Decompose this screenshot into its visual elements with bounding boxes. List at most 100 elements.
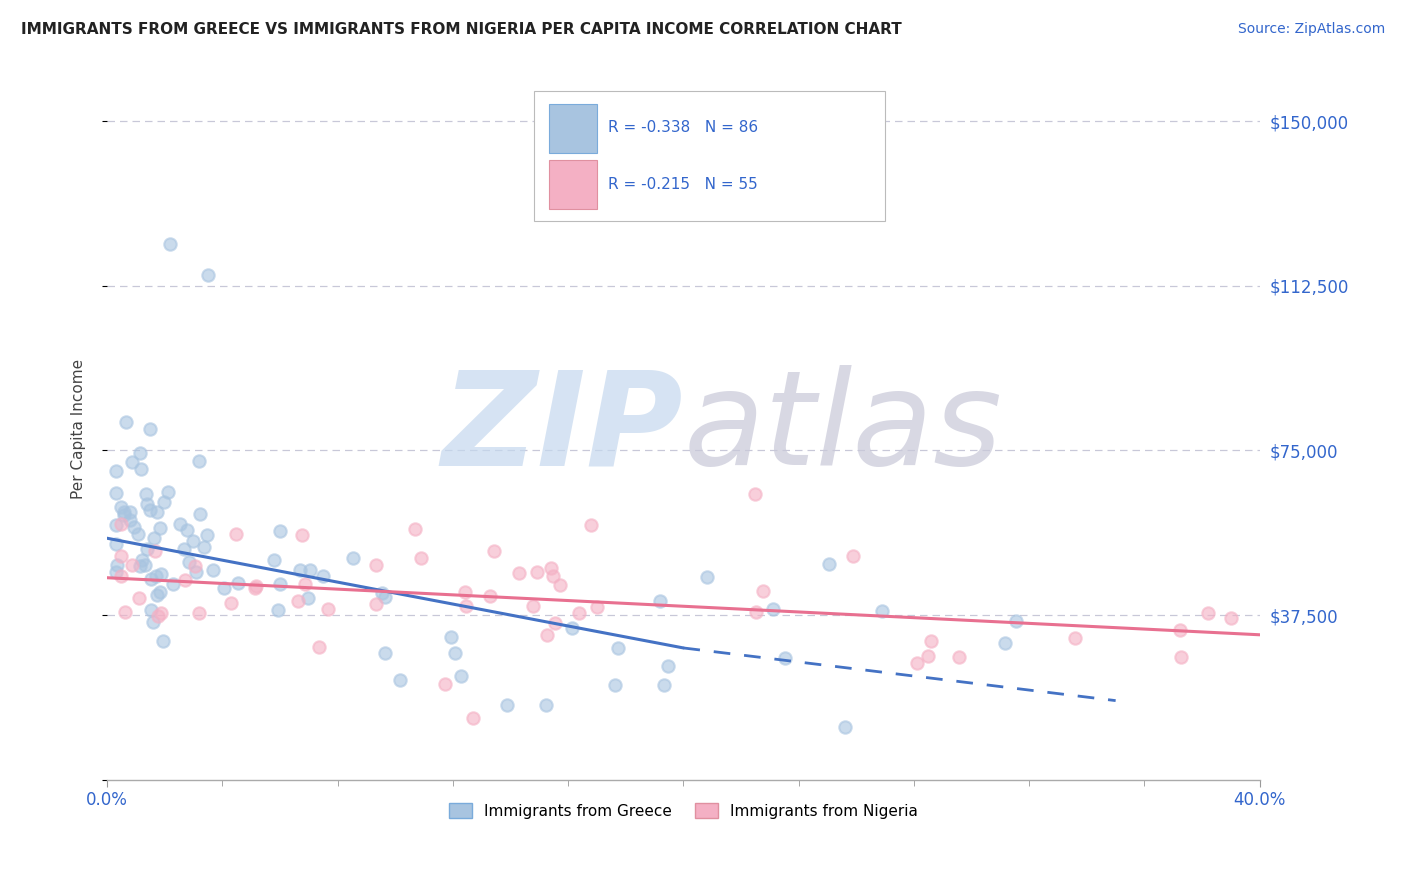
- Point: [454, 599, 477, 613]
- Text: Source: ZipAtlas.com: Source: ZipAtlas.com: [1237, 22, 1385, 37]
- FancyBboxPatch shape: [548, 104, 598, 153]
- Point: [342, 551, 364, 566]
- Point: [834, 720, 856, 734]
- Point: [404, 522, 426, 536]
- Point: [508, 566, 530, 580]
- Point: [444, 646, 467, 660]
- Point: [762, 601, 785, 615]
- Point: [745, 605, 768, 619]
- Point: [409, 551, 432, 566]
- Point: [1170, 623, 1192, 637]
- Point: [371, 585, 394, 599]
- Point: [136, 497, 159, 511]
- Point: [226, 576, 249, 591]
- Point: [115, 415, 138, 429]
- Point: [603, 678, 626, 692]
- Point: [219, 596, 242, 610]
- Point: [120, 505, 142, 519]
- Point: [197, 268, 219, 282]
- Point: [177, 555, 200, 569]
- Point: [905, 656, 928, 670]
- FancyBboxPatch shape: [533, 92, 886, 221]
- Point: [187, 454, 209, 468]
- FancyBboxPatch shape: [548, 161, 598, 209]
- Point: [870, 604, 893, 618]
- Point: [496, 698, 519, 713]
- Point: [174, 573, 197, 587]
- Point: [1170, 649, 1192, 664]
- Point: [1197, 606, 1219, 620]
- Point: [146, 608, 169, 623]
- Point: [104, 536, 127, 550]
- Point: [586, 600, 609, 615]
- Point: [110, 500, 132, 514]
- Point: [543, 615, 565, 630]
- Point: [146, 588, 169, 602]
- Y-axis label: Per Capita Income: Per Capita Income: [72, 359, 86, 499]
- Point: [157, 485, 180, 500]
- Point: [842, 549, 865, 563]
- Point: [1219, 611, 1241, 625]
- Point: [104, 464, 127, 478]
- Point: [568, 606, 591, 620]
- Point: [129, 559, 152, 574]
- Text: atlas: atlas: [683, 365, 1002, 492]
- Point: [193, 540, 215, 554]
- Point: [162, 577, 184, 591]
- Point: [1064, 632, 1087, 646]
- Point: [139, 421, 162, 435]
- Point: [482, 544, 505, 558]
- Point: [149, 521, 172, 535]
- Point: [146, 505, 169, 519]
- Point: [388, 673, 411, 687]
- Point: [536, 628, 558, 642]
- Point: [104, 565, 127, 579]
- Point: [134, 558, 156, 572]
- Point: [752, 583, 775, 598]
- Point: [159, 237, 181, 252]
- Point: [149, 585, 172, 599]
- Point: [129, 461, 152, 475]
- Text: ZIP: ZIP: [441, 365, 683, 492]
- Point: [141, 573, 163, 587]
- Point: [152, 633, 174, 648]
- Point: [312, 569, 335, 583]
- Point: [579, 518, 602, 533]
- Point: [153, 494, 176, 508]
- Point: [917, 649, 939, 664]
- Point: [454, 584, 477, 599]
- Text: R = -0.338   N = 86: R = -0.338 N = 86: [609, 120, 759, 136]
- Point: [149, 606, 172, 620]
- Point: [121, 558, 143, 572]
- Point: [131, 552, 153, 566]
- Point: [188, 606, 211, 620]
- Point: [176, 524, 198, 538]
- Point: [169, 517, 191, 532]
- Point: [128, 446, 150, 460]
- Point: [225, 527, 247, 541]
- Point: [173, 542, 195, 557]
- Point: [114, 605, 136, 619]
- Point: [316, 601, 339, 615]
- Point: [243, 582, 266, 596]
- Point: [657, 659, 679, 673]
- Point: [145, 569, 167, 583]
- Point: [696, 570, 718, 584]
- Point: [297, 591, 319, 605]
- Point: [110, 549, 132, 564]
- Point: [522, 599, 544, 614]
- Point: [433, 677, 456, 691]
- Point: [294, 577, 316, 591]
- Legend: Immigrants from Greece, Immigrants from Nigeria: Immigrants from Greece, Immigrants from …: [443, 797, 924, 824]
- Point: [149, 567, 172, 582]
- Point: [526, 565, 548, 579]
- Point: [135, 541, 157, 556]
- Point: [994, 636, 1017, 650]
- Point: [143, 544, 166, 558]
- Point: [364, 558, 387, 572]
- Point: [540, 561, 562, 575]
- Point: [112, 508, 135, 523]
- Point: [263, 553, 285, 567]
- Point: [112, 505, 135, 519]
- Point: [773, 650, 796, 665]
